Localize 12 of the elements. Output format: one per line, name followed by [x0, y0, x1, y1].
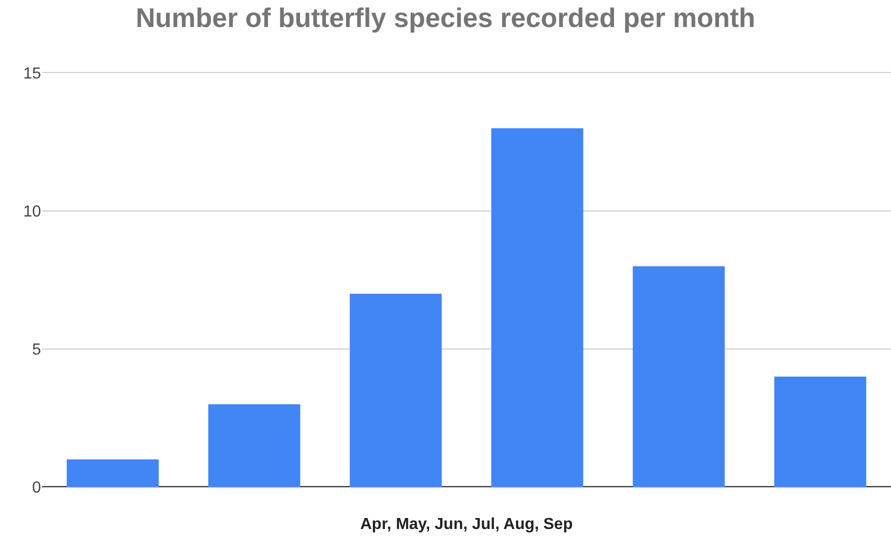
chart-title: Number of butterfly species recorded per month — [136, 3, 756, 34]
bar — [208, 404, 300, 487]
y-tick-label: 0 — [32, 480, 42, 497]
bar — [350, 294, 442, 487]
y-tick-label: 10 — [23, 204, 42, 221]
x-axis-title: Apr, May, Jun, Jul, Aug, Sep — [360, 516, 573, 534]
bar — [632, 266, 725, 487]
bar — [774, 376, 866, 487]
bar — [491, 128, 584, 487]
y-tick-label: 15 — [23, 66, 42, 83]
y-tick-label: 5 — [32, 342, 42, 359]
bar — [66, 459, 159, 487]
